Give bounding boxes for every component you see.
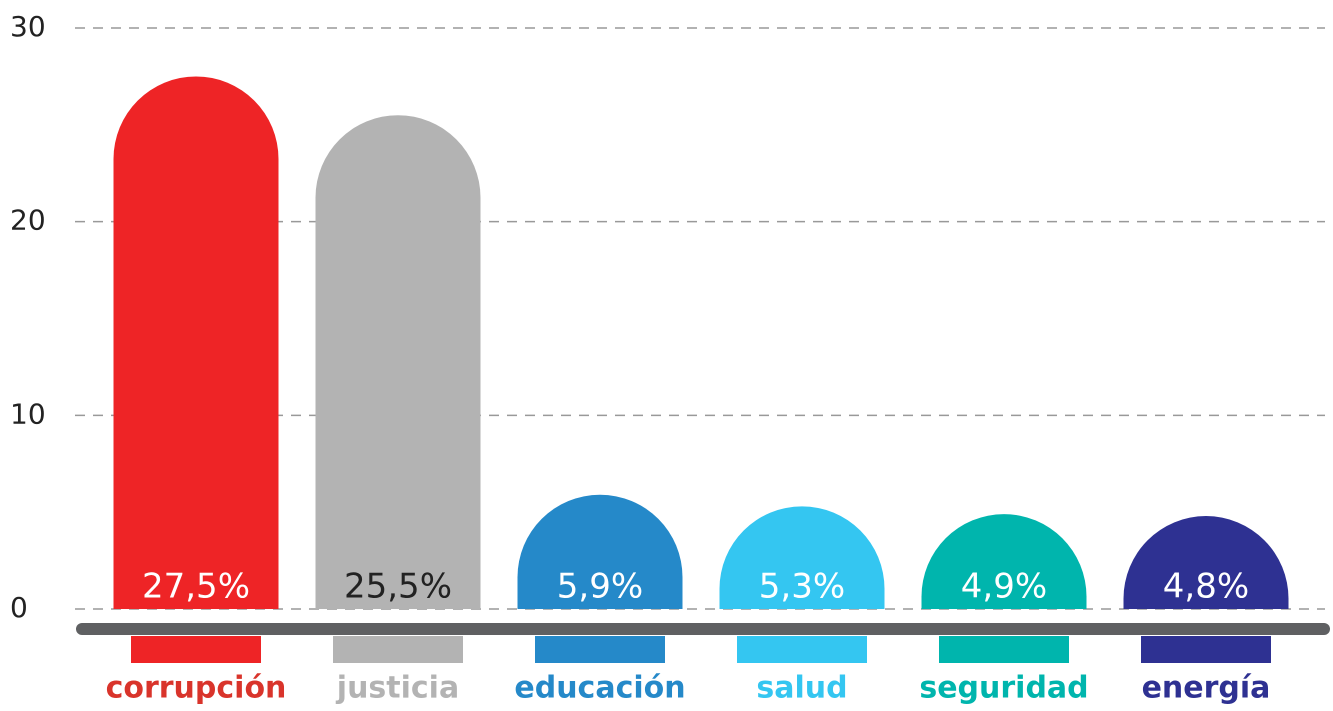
y-tick-label: 0 bbox=[10, 591, 28, 624]
category-tab bbox=[939, 636, 1069, 663]
category-tab bbox=[737, 636, 867, 663]
value-label: 25,5% bbox=[344, 567, 452, 607]
bar bbox=[113, 76, 279, 610]
y-tick-label: 30 bbox=[10, 10, 46, 43]
y-tick-label: 20 bbox=[10, 204, 46, 237]
value-label: 4,8% bbox=[1163, 567, 1249, 607]
value-label: 5,9% bbox=[557, 567, 643, 607]
x-tick-label: energía bbox=[1142, 671, 1271, 706]
y-tick-label: 10 bbox=[10, 397, 46, 430]
x-tick-label: salud bbox=[756, 671, 847, 706]
value-label: 4,9% bbox=[961, 567, 1047, 607]
bar bbox=[1123, 516, 1289, 609]
category-tab bbox=[1141, 636, 1271, 663]
bar bbox=[315, 115, 481, 609]
value-label: 5,3% bbox=[759, 567, 845, 607]
bar bbox=[921, 514, 1087, 609]
bar bbox=[517, 494, 683, 609]
category-tab bbox=[333, 636, 463, 663]
x-tick-label: justicia bbox=[336, 671, 459, 706]
x-tick-label: corrupción bbox=[106, 671, 287, 706]
value-label: 27,5% bbox=[142, 567, 250, 607]
x-tick-label: seguridad bbox=[919, 671, 1088, 706]
bar bbox=[719, 506, 885, 609]
category-tab bbox=[131, 636, 261, 663]
x-tick-label: educación bbox=[514, 671, 685, 706]
category-tab bbox=[535, 636, 665, 663]
